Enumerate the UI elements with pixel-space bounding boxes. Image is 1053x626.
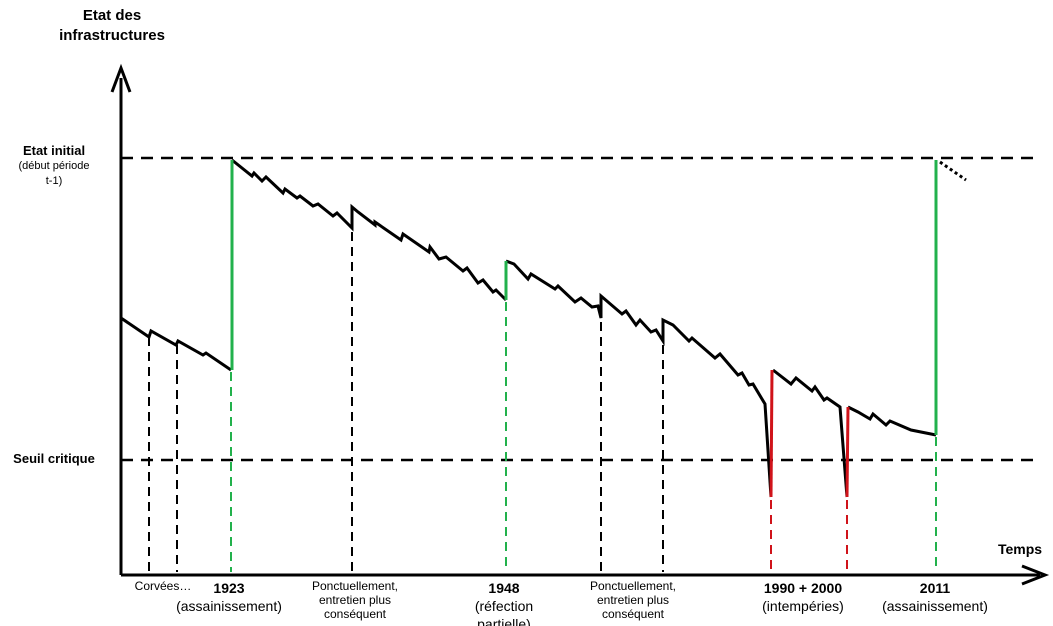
event-maintenance-1-line1: Ponctuellement, [311, 579, 399, 593]
state-curve-segment-5 [847, 405, 937, 437]
y-axis-arrowhead [110, 63, 132, 93]
event-corvees: Corvées… [134, 579, 192, 593]
repair-1990 [769, 369, 774, 498]
event-1948-desc-2: partielle) [477, 616, 531, 626]
state-curve-segment-1 [120, 316, 232, 372]
y-axis-title: Etat des infrastructures [59, 6, 165, 46]
y-axis-title-line1: Etat des [82, 7, 142, 24]
event-1948-year: 1948 [488, 580, 520, 596]
state-curve-segment-3 [505, 259, 773, 498]
event-2011: 2011 (assainissement) [882, 579, 988, 615]
future-trend [939, 160, 967, 182]
y-axis-title-line2: infrastructures [59, 27, 165, 44]
event-1990-2000-year: 1990 + 2000 [763, 580, 843, 596]
event-1923: 1923 (assainissement) [176, 579, 282, 615]
initial-state-sub-2: t-1) [45, 174, 63, 187]
critical-threshold-label: Seuil critique [13, 451, 95, 466]
event-1948-desc-1: (réfection [474, 598, 534, 614]
x-axis-arrowhead [1021, 564, 1050, 586]
event-1948: 1948 (réfection partielle) [475, 579, 533, 626]
event-1923-desc: (assainissement) [176, 598, 282, 614]
event-1923-year: 1923 [213, 580, 245, 596]
event-2011-year: 2011 [919, 580, 951, 596]
event-maintenance-2-line2: entretien plus [596, 593, 670, 607]
event-1990-2000: 1990 + 2000 (intempéries) [762, 579, 844, 615]
event-maintenance-1-line2: entretien plus [318, 593, 392, 607]
event-maintenance-2-line3: conséquent [601, 607, 665, 621]
event-2011-desc: (assainissement) [882, 598, 988, 614]
initial-state-sub-1: (début période [18, 159, 90, 172]
event-1990-2000-desc: (intempéries) [762, 598, 844, 614]
state-curve-segment-2 [231, 158, 508, 302]
initial-state-label: Etat initial (début période t-1) [0, 143, 108, 189]
x-axis-title: Temps [998, 541, 1043, 557]
event-maintenance-2: Ponctuellement, entretien plus conséquen… [590, 579, 676, 621]
repair-2000 [845, 406, 850, 498]
event-maintenance-1: Ponctuellement, entretien plus conséquen… [312, 579, 398, 621]
initial-state-title: Etat initial [22, 143, 86, 158]
state-curve-segment-4 [772, 368, 849, 498]
event-maintenance-2-line1: Ponctuellement, [589, 579, 677, 593]
event-maintenance-1-line3: conséquent [323, 607, 387, 621]
